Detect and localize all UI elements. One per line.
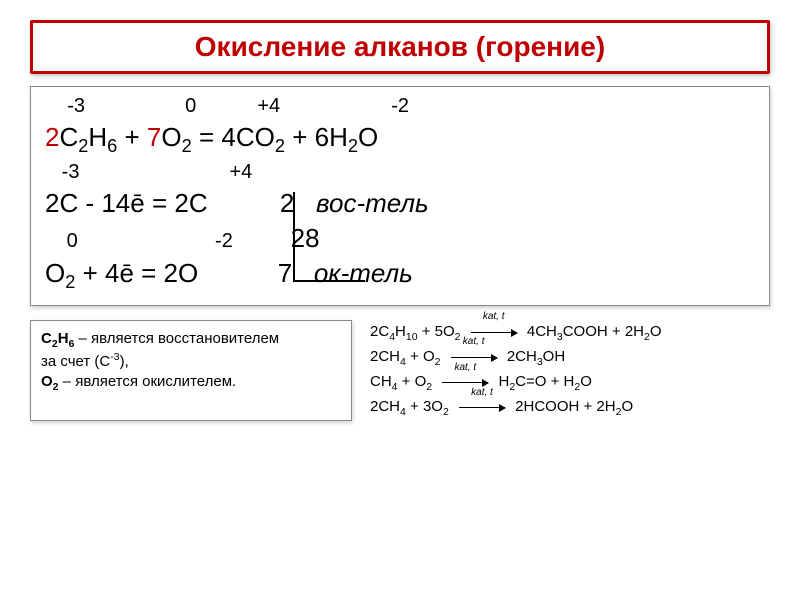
reaction-lhs: CH4 + O2: [370, 373, 432, 390]
reaction-row: CH4 + O2 kat, t H2C=O + H2O: [370, 370, 770, 395]
electron-balance: 2C - 14ē = 2C 2 вос-тель 0 -2 28 O2 + 4ē…: [45, 186, 755, 295]
arrow-icon: [459, 407, 505, 408]
title-box: Окисление алканов (горение): [30, 20, 770, 74]
balance-horizontal-rule: [293, 280, 365, 282]
reaction-lhs: 2CH4 + 3O2: [370, 398, 449, 415]
explanation-box: C2H6 – является восстановителем за счет …: [30, 320, 352, 421]
reaction-row: 2CH4 + O2 kat, t 2CH3OH: [370, 345, 770, 370]
arrow-icon: [451, 357, 497, 358]
reaction-rhs: 4CH3COOH + 2H2O: [527, 323, 662, 340]
half-reaction-1: 2C - 14ē = 2C 2 вос-тель: [45, 186, 755, 221]
half-reaction-2: O2 + 4ē = 2O 7 ок-тель: [45, 256, 755, 295]
combustion-equation: 2C2H6 + 7O2 = 4CO2 + 6H2O: [45, 120, 755, 159]
oxidation-states-top: -3 0 +4 -2: [45, 93, 755, 120]
explanation-line-2: за счет (C-3),: [41, 351, 341, 372]
reaction-arrow: kat, t: [453, 396, 511, 419]
reaction-lhs: 2CH4 + O2: [370, 348, 440, 365]
bottom-row: C2H6 – является восстановителем за счет …: [30, 320, 770, 421]
balance-vertical-rule: [293, 192, 295, 280]
explanation-line-3: O2 – является окислителем.: [41, 372, 341, 395]
reaction-rhs: H2C=O + H2O: [498, 373, 591, 390]
main-equation-box: -3 0 +4 -2 2C2H6 + 7O2 = 4CO2 + 6H2O -3 …: [30, 86, 770, 306]
arrow-icon: [471, 332, 517, 333]
arrow-label: kat, t: [436, 360, 494, 376]
page-title: Окисление алканов (горение): [195, 31, 605, 62]
lcm-row: 0 -2 28: [45, 221, 755, 256]
arrow-label: kat, t: [465, 309, 523, 325]
oxidation-states-mid: -3 +4: [45, 159, 755, 186]
catalytic-oxidation-list: 2C4H10 + 5O2 kat, t 4CH3COOH + 2H2O2CH4 …: [370, 320, 770, 421]
reaction-rhs: 2HCOOH + 2H2O: [515, 398, 633, 415]
arrow-label: kat, t: [453, 385, 511, 401]
arrow-label: kat, t: [445, 334, 503, 350]
explanation-line-1: C2H6 – является восстановителем: [41, 329, 341, 352]
reaction-row: 2C4H10 + 5O2 kat, t 4CH3COOH + 2H2O: [370, 320, 770, 345]
reaction-row: 2CH4 + 3O2 kat, t 2HCOOH + 2H2O: [370, 395, 770, 420]
reaction-rhs: 2CH3OH: [507, 348, 565, 365]
arrow-icon: [442, 382, 488, 383]
